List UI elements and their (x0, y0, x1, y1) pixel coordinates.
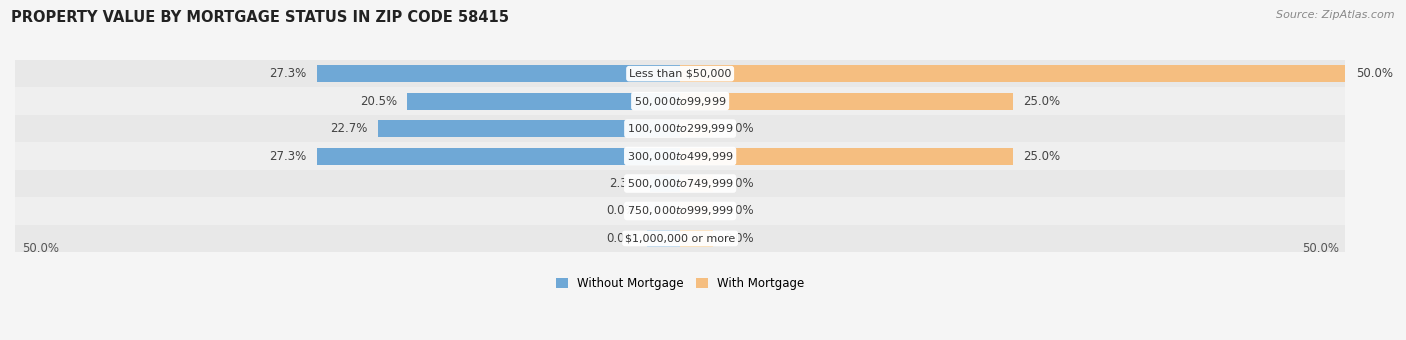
Bar (316, 65, 681, 82)
Text: Less than $50,000: Less than $50,000 (628, 69, 731, 79)
Bar (15, 87, 1346, 115)
Bar (681, 92, 1012, 109)
Legend: Without Mortgage, With Mortgage: Without Mortgage, With Mortgage (551, 272, 808, 294)
Bar (681, 120, 713, 137)
Bar (15, 197, 1346, 225)
Text: PROPERTY VALUE BY MORTGAGE STATUS IN ZIP CODE 58415: PROPERTY VALUE BY MORTGAGE STATUS IN ZIP… (11, 10, 509, 25)
Text: 0.0%: 0.0% (724, 177, 754, 190)
Text: $750,000 to $999,999: $750,000 to $999,999 (627, 204, 734, 218)
Text: 27.3%: 27.3% (269, 150, 307, 163)
Text: $500,000 to $749,999: $500,000 to $749,999 (627, 177, 734, 190)
Bar (15, 170, 1346, 197)
Bar (681, 65, 1346, 82)
Text: $300,000 to $499,999: $300,000 to $499,999 (627, 150, 734, 163)
Bar (681, 175, 713, 192)
Bar (650, 175, 681, 192)
Bar (647, 203, 681, 220)
Text: 20.5%: 20.5% (360, 95, 396, 108)
Bar (15, 115, 1346, 142)
Bar (681, 148, 1012, 165)
Text: 0.0%: 0.0% (724, 122, 754, 135)
Text: 22.7%: 22.7% (330, 122, 367, 135)
Bar (681, 203, 713, 220)
Text: 0.0%: 0.0% (606, 232, 637, 245)
Bar (316, 148, 681, 165)
Text: 25.0%: 25.0% (1024, 95, 1060, 108)
Bar (408, 92, 681, 109)
Bar (681, 230, 713, 247)
Text: 2.3%: 2.3% (609, 177, 638, 190)
Text: 50.0%: 50.0% (21, 242, 59, 255)
Text: 0.0%: 0.0% (606, 204, 637, 218)
Text: 25.0%: 25.0% (1024, 150, 1060, 163)
Text: 50.0%: 50.0% (1302, 242, 1339, 255)
Bar (378, 120, 681, 137)
Text: 0.0%: 0.0% (724, 204, 754, 218)
Text: Source: ZipAtlas.com: Source: ZipAtlas.com (1277, 10, 1395, 20)
Text: 27.3%: 27.3% (269, 67, 307, 80)
Text: $50,000 to $99,999: $50,000 to $99,999 (634, 95, 727, 108)
Bar (647, 230, 681, 247)
Bar (15, 225, 1346, 252)
Text: $1,000,000 or more: $1,000,000 or more (626, 234, 735, 243)
Text: $100,000 to $299,999: $100,000 to $299,999 (627, 122, 734, 135)
Text: 50.0%: 50.0% (1355, 67, 1393, 80)
Bar (15, 60, 1346, 87)
Text: 0.0%: 0.0% (724, 232, 754, 245)
Bar (15, 142, 1346, 170)
